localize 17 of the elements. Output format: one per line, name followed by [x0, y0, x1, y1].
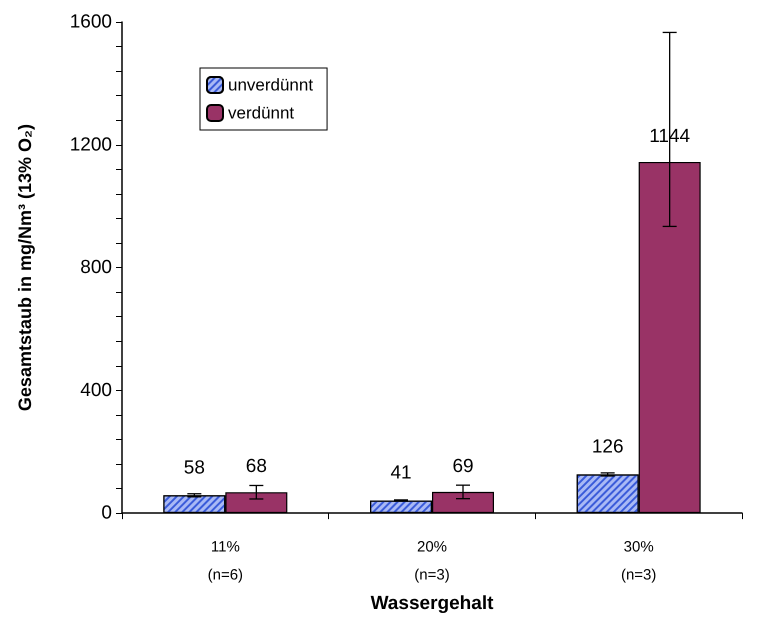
x-axis-title: Wassergehalt — [370, 593, 494, 614]
x-tick-label: 11% (n=6) — [208, 538, 244, 584]
data-label: 68 — [246, 456, 267, 478]
x-tick-label: 20% (n=3) — [414, 538, 450, 584]
data-label: 126 — [592, 436, 624, 458]
x-tick-label: 30% (n=3) — [620, 538, 656, 584]
legend-label: verdünnt — [228, 104, 294, 122]
y-tick-label: 400 — [80, 380, 112, 401]
y-tick-label: 0 — [101, 502, 112, 524]
data-label: 41 — [390, 462, 412, 484]
y-tick-label: 1600 — [70, 12, 112, 32]
y-tick-label: 800 — [80, 257, 112, 278]
legend-label: unverdünnt — [228, 76, 314, 94]
y-tick-label: 1200 — [70, 134, 112, 156]
data-label: 69 — [452, 456, 474, 477]
data-label: 58 — [184, 457, 205, 478]
y-axis-title: Gesamtstaub in mg/Nm³ (13% O₂) — [15, 124, 35, 412]
